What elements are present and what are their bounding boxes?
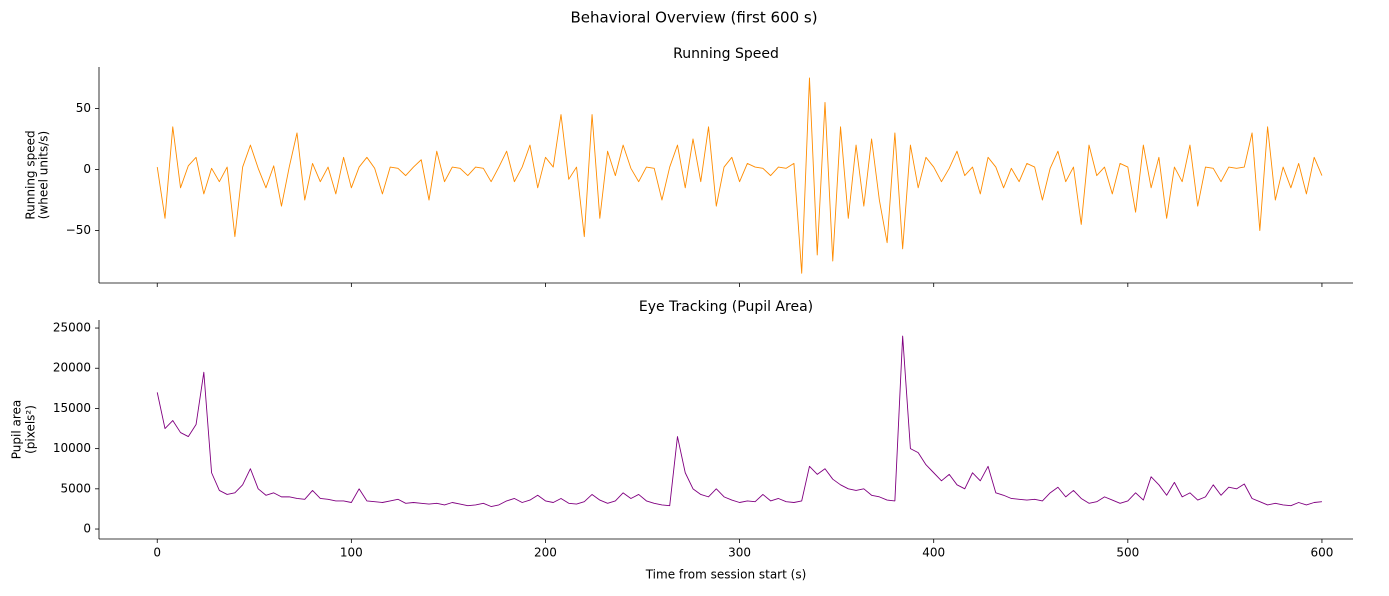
axes-title: Eye Tracking (Pupil Area)	[639, 299, 813, 315]
x-tick-label: 200	[534, 546, 557, 560]
y-tick-label: 50	[76, 101, 91, 115]
y-axis-label: Running speed	[24, 130, 38, 219]
x-tick-label: 600	[1310, 546, 1333, 560]
x-tick-label: 500	[1116, 546, 1139, 560]
y-tick-label: 20000	[53, 361, 91, 375]
axes-title: Running Speed	[673, 46, 779, 62]
figure-title: Behavioral Overview (first 600 s)	[570, 9, 817, 27]
y-axis-label: Pupil area	[10, 400, 24, 460]
x-tick-label: 0	[153, 546, 161, 560]
y-tick-label: 25000	[53, 321, 91, 335]
y-axis-label: (pixels²)	[24, 405, 38, 454]
y-tick-label: 15000	[53, 401, 91, 415]
x-tick-label: 300	[728, 546, 751, 560]
x-tick-label: 400	[922, 546, 945, 560]
y-axis-label: (wheel units/s)	[37, 131, 51, 220]
y-tick-label: −50	[66, 223, 91, 237]
x-tick-label: 100	[340, 546, 363, 560]
y-tick-label: 0	[83, 162, 91, 176]
y-tick-label: 5000	[60, 481, 91, 495]
y-tick-label: 0	[83, 522, 91, 536]
y-tick-label: 10000	[53, 441, 91, 455]
x-axis-label: Time from session start (s)	[645, 568, 807, 582]
data-line	[156, 77, 1323, 274]
data-line	[156, 335, 1322, 507]
